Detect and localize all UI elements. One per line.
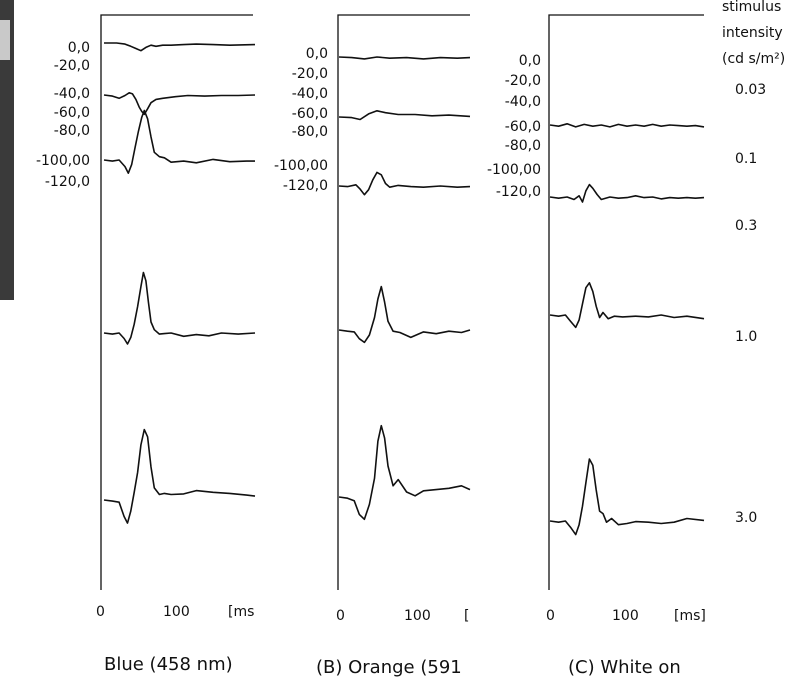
panel-c-axis: [548, 14, 704, 590]
panel-c-ytick-6: -120,0: [496, 184, 541, 200]
panel-b-ytick-1: -20,0: [292, 66, 328, 82]
panel-b-ytick-3: -60,0: [292, 106, 328, 122]
panel-c: 0,0 -20,0 -40,0 -60,0 -80,0 -100,00 -120…: [487, 14, 706, 678]
erg-trace-panel-1-series-1: [338, 110, 471, 121]
intensity-level-4: 3.0: [735, 510, 757, 526]
erg-trace-panel-1-series-0: [338, 56, 471, 60]
panel-a-ytick-0: 0,0: [68, 40, 90, 56]
panel-c-traces: [549, 123, 705, 536]
panel-c-yticks: 0,0 -20,0 -40,0 -60,0 -80,0 -100,00 -120…: [487, 53, 541, 200]
panel-c-ytick-1: -20,0: [505, 73, 541, 89]
erg-trace-panel-1-series-3: [338, 285, 471, 344]
panel-b-ytick-4: -80,0: [292, 124, 328, 140]
erg-trace-panel-0-series-0: [104, 42, 256, 52]
panel-a-xlabel: [ms: [228, 604, 254, 620]
panel-a-ytick-3: -60,0: [54, 105, 90, 121]
panel-c-xlabel: [ms]: [674, 608, 706, 624]
panel-c-ytick-2: -40,0: [505, 94, 541, 110]
adjacent-image-fragment-light: [0, 20, 10, 60]
panel-c-ytick-0: 0,0: [519, 53, 541, 69]
panel-b-title: (B) Orange (591: [316, 657, 462, 678]
panel-b-axis: [337, 14, 470, 590]
erg-trace-panel-0-series-3: [103, 271, 256, 345]
panel-a-ytick-5: -100,00: [36, 153, 90, 169]
intensity-header-line1: stimulus: [722, 0, 781, 15]
panel-c-title: (C) White on: [568, 657, 681, 678]
intensity-header-line2: intensity: [722, 25, 783, 41]
panel-a: 0,0 -20,0 -40,0 -60,0 -80,0 -100,00 -120…: [36, 14, 256, 675]
erg-trace-panel-2-series-1: [549, 183, 705, 203]
panel-b-traces: [338, 56, 471, 521]
panel-a-traces: [103, 42, 256, 524]
panel-b-ytick-0: 0,0: [306, 46, 328, 62]
panel-a-ytick-4: -80,0: [54, 123, 90, 139]
panel-c-ytick-5: -100,00: [487, 162, 541, 178]
panel-b-xtick-0: 0: [336, 608, 345, 624]
panel-b-yticks: 0,0 -20,0 -40,0 -60,0 -80,0 -100,00 -120…: [274, 46, 328, 194]
intensity-header-line3: (cd s/m²): [722, 51, 785, 67]
panel-b-ytick-5: -100,00: [274, 158, 328, 174]
erg-trace-panel-2-series-2: [549, 281, 705, 329]
intensity-level-0: 0.03: [735, 82, 766, 98]
panel-c-xtick-100: 100: [612, 608, 639, 624]
intensity-level-1: 0.1: [735, 151, 757, 167]
panel-a-yticks: 0,0 -20,0 -40,0 -60,0 -80,0 -100,00 -120…: [36, 40, 90, 190]
panel-a-ytick-1: -20,0: [54, 58, 90, 74]
intensity-legend: stimulus intensity (cd s/m²) 0.03 0.1 0.…: [722, 0, 785, 526]
panel-b-ytick-2: -40,0: [292, 86, 328, 102]
panel-b-xtick-100: 100: [404, 608, 431, 624]
erg-trace-panel-0-series-2: [103, 109, 255, 174]
erg-trace-panel-2-series-3: [549, 458, 705, 536]
panel-a-xtick-100: 100: [163, 604, 190, 620]
panel-a-ytick-2: -40,0: [54, 86, 90, 102]
panel-a-ytick-6: -120,0: [45, 174, 90, 190]
panel-b-ytick-6: -120,0: [283, 178, 328, 194]
adjacent-image-fragment: [0, 0, 14, 300]
erg-trace-panel-0-series-1: [103, 92, 256, 116]
intensity-level-2: 0.3: [735, 218, 757, 234]
panel-a-xtick-0: 0: [96, 604, 105, 620]
panel-c-xtick-0: 0: [546, 608, 555, 624]
erg-trace-panel-2-series-0: [549, 123, 705, 128]
erg-trace-panel-1-series-4: [338, 424, 471, 521]
panel-a-axis: [100, 14, 253, 590]
panel-b: 0,0 -20,0 -40,0 -60,0 -80,0 -100,00 -120…: [274, 14, 471, 678]
panel-b-xlabel: [: [464, 608, 469, 624]
intensity-level-3: 1.0: [735, 329, 757, 345]
panel-c-ytick-3: -60,0: [505, 119, 541, 135]
panel-a-title: Blue (458 nm): [104, 654, 233, 675]
erg-trace-panel-1-series-2: [338, 171, 471, 196]
panel-c-ytick-4: -80,0: [505, 138, 541, 154]
erg-trace-panel-0-series-4: [103, 428, 256, 524]
